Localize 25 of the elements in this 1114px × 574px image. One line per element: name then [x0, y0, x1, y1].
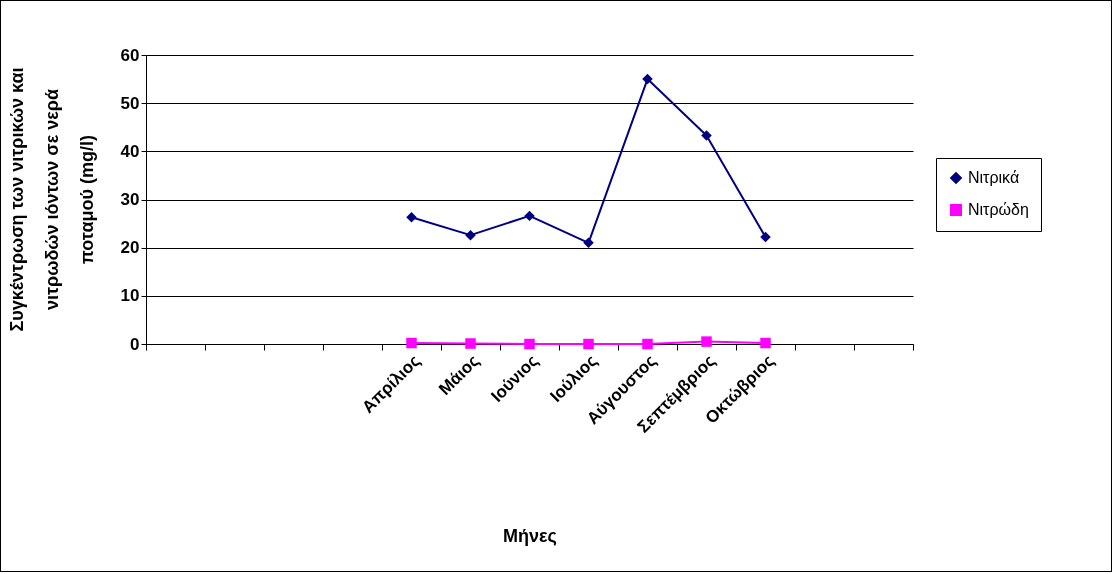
y-tick-label: 10 — [120, 286, 140, 306]
y-tick-label: 0 — [130, 334, 140, 354]
y-axis-title: Συγκέντρωση των νιτρικών και νιτρωδών ιόντων σε νερά ποταμού (mg/l) — [6, 67, 97, 332]
y-tick-label: 30 — [120, 190, 140, 209]
x-axis-title: Μήνες — [503, 525, 557, 546]
point — [760, 231, 771, 243]
point — [406, 337, 417, 349]
point — [642, 338, 653, 350]
point — [524, 210, 535, 222]
point — [465, 229, 476, 241]
point — [583, 237, 594, 249]
y-tick-label: 40 — [120, 141, 140, 161]
point — [760, 337, 771, 349]
point — [701, 130, 712, 141]
legend-label: Νιτρικά — [968, 169, 1020, 186]
legend-label: Νιτρώδη — [968, 201, 1029, 218]
y-tick-label: 60 — [120, 45, 140, 65]
point — [524, 338, 535, 350]
y-tick-label: 50 — [120, 93, 140, 113]
y-tick-label: 20 — [120, 238, 140, 258]
point — [406, 212, 417, 223]
point — [583, 338, 594, 350]
point — [642, 73, 653, 85]
point — [701, 336, 712, 347]
point — [465, 338, 476, 349]
